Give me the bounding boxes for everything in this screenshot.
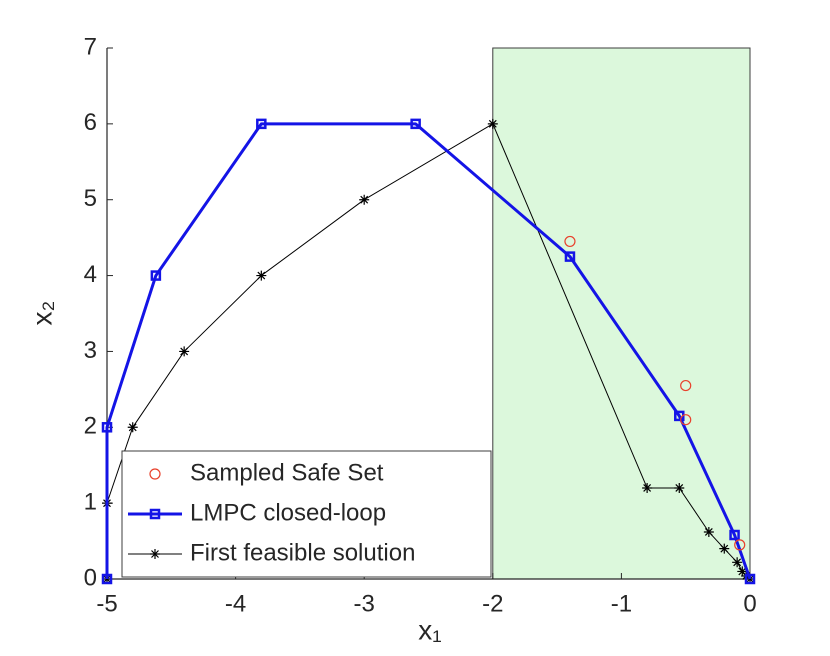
- marker: [642, 482, 653, 493]
- marker: [674, 482, 685, 493]
- x-tick-label: -5: [96, 590, 117, 617]
- legend-box: [121, 450, 492, 578]
- marker: [150, 270, 162, 281]
- marker: [256, 118, 267, 130]
- marker: [487, 118, 498, 129]
- y-tick-label: 2: [84, 413, 97, 440]
- y-tick-label: 0: [84, 564, 97, 591]
- y-axis-label: x₂: [26, 301, 57, 326]
- y-tick-label: 5: [84, 185, 97, 212]
- marker: [150, 549, 160, 559]
- marker: [744, 573, 756, 585]
- y-tick-label: 4: [84, 261, 97, 288]
- x-tick-label: -1: [611, 590, 632, 617]
- marker: [703, 526, 714, 537]
- marker: [127, 422, 138, 433]
- marker: [149, 468, 161, 480]
- x-tick-label: -4: [225, 590, 246, 617]
- y-tick-label: 1: [84, 488, 97, 515]
- marker: [256, 270, 267, 281]
- y-tick-label: 6: [84, 109, 97, 136]
- x-tick-label: 0: [743, 590, 756, 617]
- x-tick-label: -3: [354, 590, 375, 617]
- legend-label: First feasible solution: [190, 539, 415, 566]
- marker: [101, 422, 113, 433]
- marker: [734, 539, 746, 551]
- series-line: [105, 122, 752, 580]
- marker: [719, 543, 730, 554]
- shaded-region: [492, 47, 751, 580]
- legend: Sampled Safe Set LMPC closed-loop First fe…: [121, 450, 492, 578]
- marker: [149, 508, 161, 520]
- marker: [732, 557, 743, 568]
- x-axis-label: x₁: [418, 614, 441, 645]
- marker: [101, 573, 113, 585]
- y-tick-label: 7: [84, 33, 97, 60]
- marker: [680, 379, 692, 392]
- legend-label: Sampled Safe Set: [190, 459, 384, 486]
- marker: [359, 194, 370, 205]
- marker: [564, 251, 576, 262]
- marker: [179, 346, 190, 357]
- marker: [410, 118, 421, 130]
- marker: [680, 414, 692, 426]
- marker: [729, 529, 740, 541]
- legend-label: LMPC closed-loop: [190, 499, 386, 526]
- marker: [564, 235, 576, 248]
- x-tick-label: -2: [482, 590, 503, 617]
- marker: [737, 566, 748, 577]
- y-tick-label: 3: [84, 337, 97, 364]
